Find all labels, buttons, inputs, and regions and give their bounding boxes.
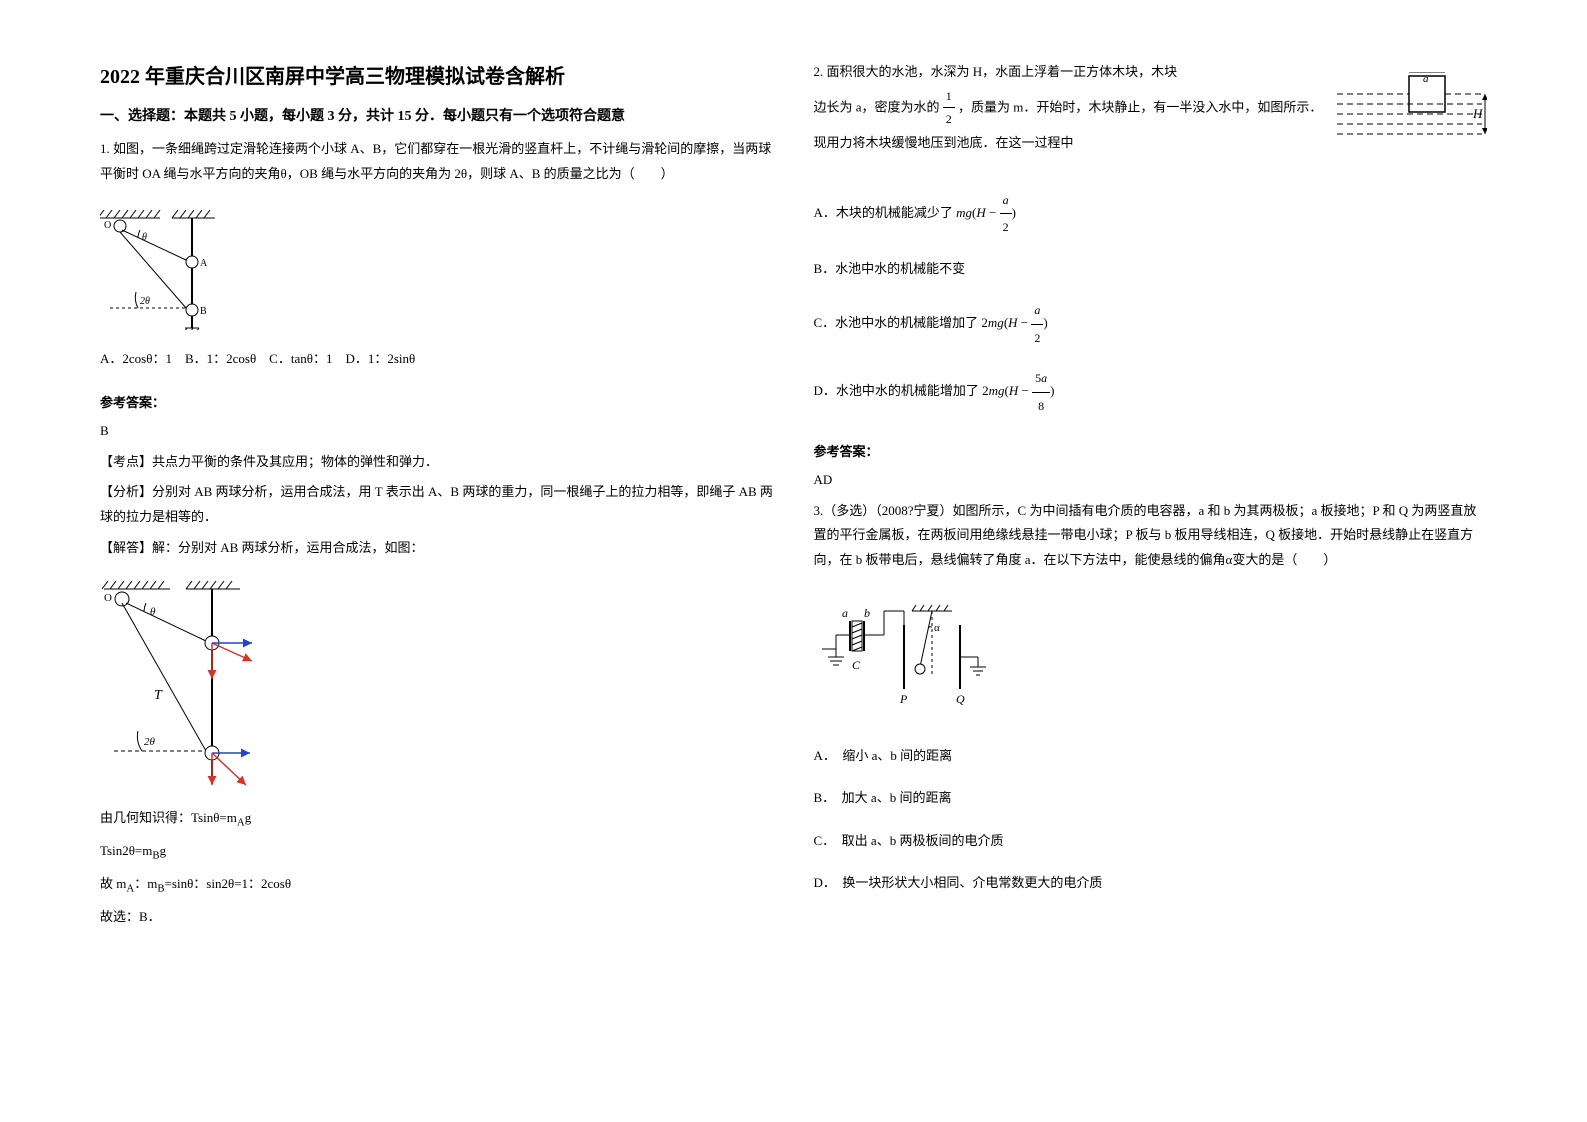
q2-t2: 边长为 a，密度为水的 — [814, 99, 940, 114]
section-header: 一、选择题：本题共 5 小题，每小题 3 分，共计 15 分．每小题只有一个选项… — [100, 105, 774, 125]
q1-answer: B — [100, 419, 774, 444]
left-column: 2022 年重庆合川区南屏中学高三物理模拟试卷含解析 一、选择题：本题共 5 小… — [100, 60, 774, 1082]
svg-text:α: α — [934, 622, 940, 634]
svg-text:θ: θ — [150, 606, 156, 618]
right-column: 2. 面积很大的水池，水深为 H，水面上浮着一正方体木块，木块 边长为 a，密度… — [814, 60, 1488, 1082]
svg-text:T: T — [154, 688, 163, 703]
q3-options: A． 缩小 a、b 间的距离 B． 加大 a、b 间的距离 C． 取出 a、b … — [814, 742, 1488, 912]
svg-text:O: O — [104, 592, 112, 604]
q1-j4: 故选：B． — [100, 905, 774, 930]
svg-text:P: P — [899, 692, 908, 706]
q1-text: 1. 如图，一条细绳跨过定滑轮连接两个小球 A、B，它们都穿在一根光滑的竖直杆上… — [100, 137, 774, 186]
svg-text:A: A — [200, 258, 208, 269]
svg-text:C: C — [852, 658, 861, 672]
q1-diagram-2: O θ T — [100, 579, 774, 794]
svg-text:O: O — [104, 220, 111, 231]
svg-text:a: a — [842, 606, 848, 620]
svg-text:2θ: 2θ — [140, 296, 150, 307]
q1-options: A．2cosθ：1 B．1：2cosθ C．tanθ：1 D．1：2sinθ — [100, 347, 774, 372]
svg-text:θ: θ — [142, 232, 147, 243]
q3-optA: A． 缩小 a、b 间的距离 — [814, 742, 1488, 771]
q3-diagram: a b C P Q — [814, 597, 1488, 722]
q2-options: A．木块的机械能减少了 mg(H − a2) B．水池中水的机械能不变 C．水池… — [814, 187, 1488, 433]
answer-label: 参考答案： — [100, 392, 774, 411]
q2-optC: C．水池中水的机械能增加了 2mg(H − a2) — [814, 297, 1488, 351]
svg-text:2θ: 2θ — [144, 736, 156, 748]
page-title: 2022 年重庆合川区南屏中学高三物理模拟试卷含解析 — [100, 60, 774, 89]
svg-text:B: B — [200, 306, 207, 317]
q3-optD: D． 换一块形状大小相同、介电常数更大的电介质 — [814, 869, 1488, 898]
q2-answer-label: 参考答案： — [814, 441, 1488, 460]
q1-fenxi: 【分析】分别对 AB 两球分析，运用合成法，用 T 表示出 A、B 两球的重力，… — [100, 480, 774, 529]
q1-j3: 故 mA：mB=sinθ：sin2θ=1：2cosθ — [100, 872, 774, 899]
q1-kaodian: 【考点】共点力平衡的条件及其应用；物体的弹性和弹力． — [100, 450, 774, 475]
q2-text: 2. 面积很大的水池，水深为 H，水面上浮着一正方体木块，木块 边长为 a，密度… — [814, 60, 1328, 156]
q1-j2: Tsin2θ=mBg — [100, 839, 774, 866]
q2-optA: A．木块的机械能减少了 mg(H − a2) — [814, 187, 1488, 241]
q2-answer: AD — [814, 468, 1488, 493]
q2-block: 2. 面积很大的水池，水深为 H，水面上浮着一正方体木块，木块 边长为 a，密度… — [814, 60, 1488, 179]
svg-text:Q: Q — [956, 692, 965, 706]
svg-text:H: H — [1472, 106, 1483, 121]
q3-optB: B． 加大 a、b 间的距离 — [814, 784, 1488, 813]
q2-optB: B．水池中水的机械能不变 — [814, 255, 1488, 284]
q2-t1: 2. 面积很大的水池，水深为 H，水面上浮着一正方体木块，木块 — [814, 64, 1178, 79]
q2-optD: D．水池中水的机械能增加了 2mg(H − 5a8) — [814, 365, 1488, 419]
svg-text:a: a — [1423, 73, 1429, 85]
q1-jieda-head: 【解答】解：分别对 AB 两球分析，运用合成法，如图： — [100, 536, 774, 561]
q1-j1: 由几何知识得：Tsinθ=mAg — [100, 806, 774, 833]
q3-text: 3.（多选）（2008?宁夏）如图所示，C 为中间插有电介质的电容器，a 和 b… — [814, 499, 1488, 573]
q2-diagram: a H — [1337, 72, 1487, 167]
q3-optC: C． 取出 a、b 两极板间的电介质 — [814, 827, 1488, 856]
frac-half: 12 — [943, 85, 955, 132]
q1-diagram-1: O θ A 2θ B — [100, 210, 774, 335]
svg-text:b: b — [864, 606, 870, 620]
